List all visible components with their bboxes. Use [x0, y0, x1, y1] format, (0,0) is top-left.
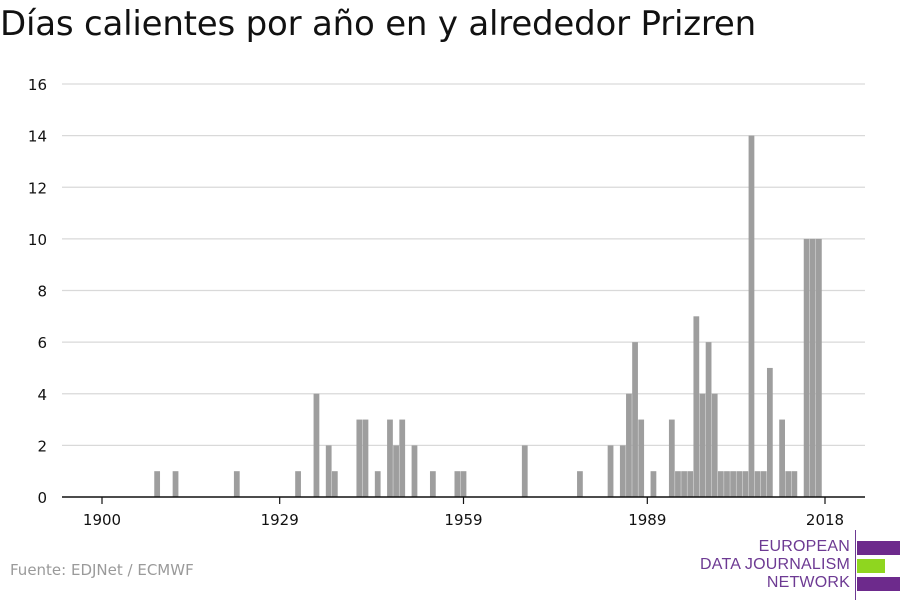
- bar-1948[interactable]: [393, 445, 399, 498]
- logo-text-line1: EUROPEAN: [758, 538, 850, 555]
- bar-2016[interactable]: [809, 238, 816, 498]
- bar-2005[interactable]: [742, 471, 749, 497]
- bar-1985[interactable]: [619, 445, 626, 498]
- bar-2000[interactable]: [711, 393, 718, 497]
- bar-1943[interactable]: [362, 419, 369, 497]
- bar-2002[interactable]: [724, 471, 730, 497]
- logo-bar-top: [857, 541, 900, 555]
- bar-2001[interactable]: [717, 471, 724, 497]
- logo-divider: [855, 530, 856, 600]
- bar-1999[interactable]: [705, 342, 712, 498]
- bar-1969[interactable]: [521, 445, 528, 498]
- x-tick-label: 1959: [444, 511, 482, 529]
- bar-1947[interactable]: [387, 419, 393, 497]
- bar-1937[interactable]: [325, 445, 332, 498]
- bar-2012[interactable]: [785, 471, 792, 497]
- bar-1978[interactable]: [577, 471, 583, 497]
- x-tick-label: 1929: [261, 511, 299, 529]
- y-tick-label: 2: [37, 437, 47, 455]
- bar-1983[interactable]: [607, 445, 614, 498]
- y-tick-label: 0: [37, 489, 47, 507]
- bar-1935[interactable]: [313, 393, 320, 497]
- y-tick-label: 8: [37, 283, 47, 301]
- bar-1922[interactable]: [233, 471, 240, 497]
- bar-1938[interactable]: [331, 471, 338, 497]
- bar-2007[interactable]: [754, 471, 761, 497]
- bar-2009[interactable]: [766, 367, 773, 497]
- bar-1912[interactable]: [172, 471, 179, 497]
- bar-1988[interactable]: [638, 419, 645, 497]
- bar-1959[interactable]: [460, 471, 467, 497]
- bar-1958[interactable]: [454, 471, 461, 497]
- bar-1949[interactable]: [399, 419, 406, 497]
- y-tick-label: 4: [37, 386, 47, 404]
- bar-2011[interactable]: [779, 419, 785, 497]
- chart-title: Días calientes por año en y alrededor Pr…: [0, 4, 756, 44]
- logo-text-line3: NETWORK: [766, 574, 850, 591]
- source-note: Fuente: EDJNet / ECMWF: [10, 561, 194, 579]
- bar-1945[interactable]: [374, 471, 381, 497]
- bar-2017[interactable]: [815, 238, 822, 498]
- bar-2013[interactable]: [791, 471, 798, 497]
- x-tick-label: 1900: [83, 511, 121, 529]
- bar-1932[interactable]: [295, 471, 301, 497]
- bar-1994[interactable]: [675, 471, 681, 497]
- logo-bar-middle: [857, 559, 885, 573]
- bar-1995[interactable]: [681, 471, 687, 497]
- bar-1997[interactable]: [693, 316, 700, 497]
- bar-1990[interactable]: [650, 471, 657, 497]
- bar-1951[interactable]: [411, 445, 418, 498]
- bar-2004[interactable]: [736, 471, 743, 497]
- bar-1996[interactable]: [687, 471, 694, 497]
- bar-2006[interactable]: [748, 135, 755, 498]
- bars: [154, 135, 822, 498]
- edjnet-logo[interactable]: EUROPEAN DATA JOURNALISM NETWORK: [700, 530, 900, 600]
- gridlines: [62, 83, 865, 446]
- bar-1909[interactable]: [154, 471, 161, 497]
- y-tick-label: 14: [28, 128, 47, 146]
- logo-bar-bottom: [857, 577, 900, 591]
- axes: 0 2 4 6 8 10 12 14 16 1900 1929 1959 1989 2018: [28, 76, 865, 529]
- logo-text-line2: DATA JOURNALISM: [700, 556, 850, 573]
- bar-2008[interactable]: [760, 471, 767, 497]
- x-tick-label: 2018: [806, 511, 844, 529]
- bar-1993[interactable]: [668, 419, 675, 497]
- bar-2015[interactable]: [803, 238, 810, 498]
- y-tick-label: 6: [37, 334, 47, 352]
- bar-1987[interactable]: [632, 342, 638, 498]
- bar-1986[interactable]: [626, 393, 632, 497]
- y-tick-label: 10: [28, 231, 47, 249]
- bar-1954[interactable]: [429, 471, 436, 497]
- bar-1998[interactable]: [699, 393, 706, 497]
- x-tick-label: 1989: [628, 511, 666, 529]
- y-tick-label: 16: [28, 76, 47, 94]
- bar-2003[interactable]: [730, 471, 736, 497]
- y-tick-label: 12: [28, 179, 47, 197]
- bar-1942[interactable]: [356, 419, 363, 497]
